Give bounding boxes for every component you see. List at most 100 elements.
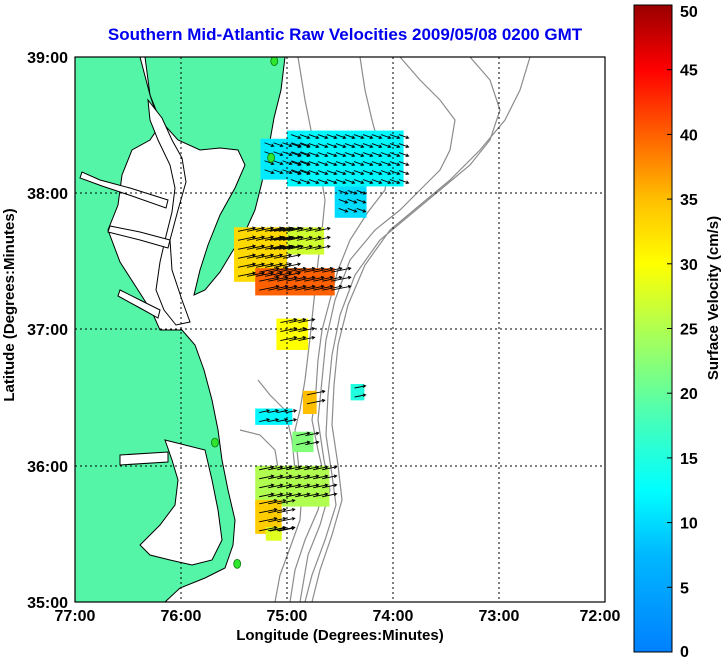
- velocity-vector: [304, 275, 325, 282]
- velocity-vector: [255, 262, 275, 268]
- velocity-vector: [280, 336, 298, 342]
- velocity-vector: [380, 143, 392, 148]
- velocity-vector: [380, 161, 392, 166]
- velocity-vector: [398, 143, 410, 148]
- velocity-vector: [295, 483, 311, 489]
- velocity-vector: [371, 179, 383, 184]
- velocity-vector: [286, 492, 302, 498]
- velocity-patch: [276, 318, 309, 350]
- colorbar: 0 5 10 15 20 25 30 35 40 45 50 Surface Velocity (c…: [633, 4, 722, 659]
- velocity-vector: [344, 161, 356, 166]
- velocity-vector: [273, 160, 284, 166]
- x-tick-label: 72:00: [580, 608, 621, 625]
- velocity-vector: [353, 152, 365, 157]
- velocity-vector: [347, 199, 358, 204]
- velocity-vector: [259, 492, 275, 498]
- velocity-vector: [398, 179, 410, 184]
- velocity-vector: [322, 492, 338, 498]
- velocity-vector: [326, 170, 338, 175]
- velocity-vector: [282, 142, 293, 148]
- velocity-vector: [335, 152, 347, 157]
- x-tick-label: 75:00: [267, 608, 308, 625]
- velocity-vector: [380, 152, 392, 157]
- velocity-vector: [313, 483, 329, 489]
- velocity-vector: [380, 179, 392, 184]
- y-tick-label: 36:00: [27, 459, 68, 476]
- velocity-vector: [371, 152, 383, 157]
- colorbar-gradient: [633, 4, 673, 653]
- velocity-vector: [264, 253, 284, 259]
- velocity-vector: [255, 244, 275, 250]
- velocity-vector: [295, 275, 316, 282]
- velocity-vector: [259, 498, 278, 505]
- velocity-vector: [282, 271, 302, 277]
- velocity-vector: [237, 271, 257, 277]
- velocity-vector: [371, 170, 383, 175]
- x-tick-label: 74:00: [373, 608, 414, 625]
- radar-stations: [211, 57, 279, 569]
- velocity-vector: [389, 161, 401, 166]
- velocity-vector: [317, 170, 329, 175]
- velocity-vector: [362, 134, 374, 139]
- velocity-vector: [298, 336, 316, 342]
- velocity-vector: [264, 244, 284, 250]
- y-axis-label: Latitude (Degrees:Minutes): [1, 208, 18, 401]
- velocity-vector: [356, 190, 367, 195]
- velocity-vector: [304, 266, 325, 273]
- velocity-vector: [268, 418, 280, 422]
- velocity-vector: [273, 244, 293, 250]
- velocity-vector: [322, 465, 338, 471]
- velocity-vector: [277, 465, 293, 471]
- velocity-vector: [237, 235, 257, 241]
- velocity-vector: [291, 142, 302, 148]
- velocity-vector: [338, 208, 349, 213]
- velocity-vector: [268, 507, 287, 514]
- velocity-vector: [264, 235, 284, 241]
- velocity-vector: [286, 266, 307, 273]
- velocity-vector: [299, 134, 311, 139]
- velocity-vector: [362, 152, 374, 157]
- velocity-vector: [291, 151, 302, 157]
- velocity-vector: [344, 170, 356, 175]
- velocity-vector: [255, 235, 275, 241]
- velocity-vector: [344, 179, 356, 184]
- velocity-vector: [371, 143, 383, 148]
- velocity-vector: [246, 244, 266, 250]
- velocity-vector: [344, 134, 356, 139]
- potomac-river: [79, 171, 169, 209]
- velocity-vector: [356, 208, 367, 213]
- velocity-vector: [306, 398, 326, 405]
- velocity-vector: [304, 284, 325, 291]
- velocity-vector: [286, 418, 298, 422]
- velocity-vector: [273, 151, 284, 157]
- velocity-vector: [264, 142, 275, 148]
- velocity-vector: [277, 418, 289, 422]
- velocity-vector: [268, 275, 289, 282]
- colorbar-ticks: 0 5 10 15 20 25 30 35 40 45 50: [667, 4, 698, 659]
- velocity-vector: [338, 199, 349, 204]
- velocity-vector: [308, 170, 320, 175]
- velocity-vector: [300, 160, 311, 166]
- velocity-vector: [362, 170, 374, 175]
- velocity-vector: [264, 160, 275, 166]
- velocity-vector: [322, 483, 338, 489]
- y-tick-label: 35:00: [27, 595, 68, 612]
- velocity-vector: [278, 526, 296, 532]
- velocity-vector: [268, 284, 289, 291]
- colorbar-tick-label: 15: [680, 451, 698, 468]
- velocity-vector: [286, 483, 302, 489]
- velocity-vector: [326, 161, 338, 166]
- velocity-vector: [313, 474, 329, 480]
- velocity-vector: [277, 474, 293, 480]
- velocity-vector: [300, 169, 311, 175]
- velocity-vector: [308, 179, 320, 184]
- velocity-vector: [282, 244, 302, 250]
- velocity-vector: [308, 134, 320, 139]
- velocity-vector: [344, 152, 356, 157]
- velocity-vector: [296, 244, 313, 250]
- velocity-vector: [317, 134, 329, 139]
- velocity-vector: [277, 492, 293, 498]
- x-axis-label: Longitude (Degrees:Minutes): [236, 627, 444, 644]
- velocity-vector: [277, 483, 293, 489]
